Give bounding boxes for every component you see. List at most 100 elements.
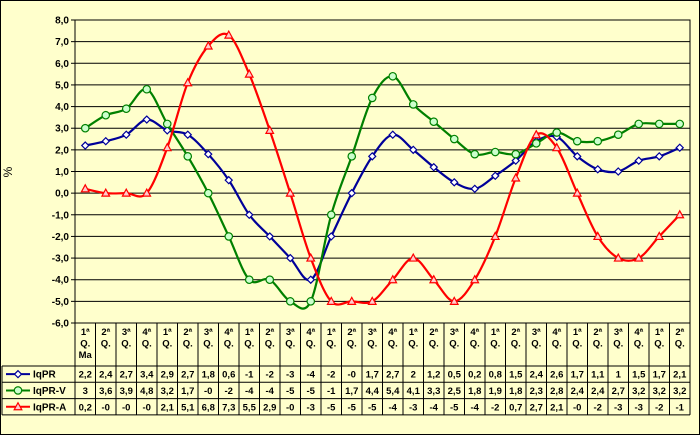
category-label: Q. xyxy=(265,339,275,350)
table-cell-value: 1,1 xyxy=(591,370,605,381)
table-cell-value: -4 xyxy=(266,386,275,397)
y-tick-label: 8,0 xyxy=(55,16,69,27)
data-point-iqpr-v xyxy=(80,123,90,133)
category-label: Q. xyxy=(470,339,480,350)
category-label: 1ª xyxy=(163,327,172,338)
data-point-iqpr-a xyxy=(162,142,173,152)
category-label: 4ª xyxy=(142,327,151,338)
legend-marker-iqpr-a xyxy=(13,401,23,411)
category-label: 2ª xyxy=(265,327,274,338)
table-cell-value: 2,7 xyxy=(612,386,625,397)
category-label: 3ª xyxy=(286,327,295,338)
category-label: Q. xyxy=(408,339,418,350)
table-cell-value: -4 xyxy=(471,402,480,413)
category-label: 1ª xyxy=(409,327,418,338)
category-label: Q. xyxy=(347,339,357,350)
category-label: 4ª xyxy=(388,327,397,338)
table-cell-value: -2 xyxy=(225,386,233,397)
data-point-iqpr-a xyxy=(367,296,378,305)
category-label: 4ª xyxy=(634,327,643,338)
table-cell-value: 1,5 xyxy=(509,370,523,381)
data-point-iqpr xyxy=(285,253,295,263)
table-cell-value: 2,4 xyxy=(530,370,544,381)
table-cell-value: -3 xyxy=(307,402,315,413)
data-point-iqpr-v xyxy=(511,149,521,159)
y-tick-label: 5,0 xyxy=(55,80,69,91)
data-point-iqpr-a xyxy=(141,187,152,197)
table-cell-value: -5 xyxy=(450,402,459,413)
y-tick-label: 2,0 xyxy=(55,145,69,156)
table-cell-value: 2,4 xyxy=(571,386,585,397)
category-label: 1ª xyxy=(573,327,582,338)
table-cell-value: 1,7 xyxy=(181,386,194,397)
table-cell-value: 2,7 xyxy=(181,370,194,381)
data-point-iqpr xyxy=(593,164,603,174)
data-point-iqpr-a xyxy=(674,209,685,219)
y-axis-label: % xyxy=(1,166,15,177)
table-cell-value: 1,7 xyxy=(345,386,358,397)
table-cell-value: 3,3 xyxy=(427,386,440,397)
category-label: 4ª xyxy=(470,327,479,338)
data-point-iqpr-a xyxy=(510,172,521,182)
table-cell-value: 0,5 xyxy=(448,370,462,381)
category-label: Ma xyxy=(79,350,93,361)
table-cell-value: 3 xyxy=(83,386,88,397)
data-point-iqpr xyxy=(654,152,664,161)
data-point-iqpr-a xyxy=(346,296,357,305)
y-axis-ticks: 8,0 7,0 6,0 5,0 4,0 3,0 2,0 1,0 0,0 -1,0 -2,0 -3,0 -… xyxy=(52,16,70,330)
category-label: Q. xyxy=(80,339,90,350)
table-cell-value: 1,7 xyxy=(366,370,379,381)
category-label: Q. xyxy=(101,339,111,350)
data-point-iqpr-a xyxy=(203,40,214,50)
data-point-iqpr xyxy=(265,232,275,241)
table-cell-value: 2,2 xyxy=(79,370,92,381)
data-point-iqpr xyxy=(675,143,685,153)
table-cell-value: 0,7 xyxy=(509,402,522,413)
data-point-iqpr xyxy=(429,162,439,172)
table-cell-value: 5,4 xyxy=(386,386,400,397)
table-cell-value: 1,7 xyxy=(653,370,666,381)
category-label: Q. xyxy=(613,339,623,350)
series-name-iqpr-v: IqPR-V xyxy=(33,386,66,397)
table-cell-value: 3,6 xyxy=(99,386,112,397)
table-cell-value: -1 xyxy=(245,370,254,381)
category-label: 2ª xyxy=(429,327,438,338)
table-cell-value: -4 xyxy=(430,402,439,413)
data-point-iqpr-v xyxy=(552,128,562,137)
category-label: Q. xyxy=(244,339,254,350)
data-point-iqpr-v xyxy=(367,93,377,103)
table-cell-value: 5,5 xyxy=(243,402,257,413)
data-point-iqpr-v xyxy=(675,119,685,129)
category-label: Q. xyxy=(183,339,193,350)
table-cell-value: -0 xyxy=(286,402,294,413)
data-point-iqpr-v xyxy=(613,130,623,140)
series-name-iqpr: IqPR xyxy=(33,370,57,381)
table-cell-value: 1,8 xyxy=(468,386,481,397)
data-point-iqpr-a xyxy=(551,142,562,152)
data-point-iqpr-a xyxy=(633,252,644,262)
table-cell-value: -3 xyxy=(635,402,643,413)
data-point-iqpr xyxy=(347,188,357,198)
series-line-iqpr-a xyxy=(85,32,681,306)
table-cell-value: -3 xyxy=(614,402,622,413)
category-label: Q. xyxy=(285,339,295,350)
table-cell-value: -3 xyxy=(286,370,294,381)
category-label: 1ª xyxy=(655,327,664,338)
table-cell-value: 1,9 xyxy=(489,386,502,397)
data-point-iqpr-a xyxy=(387,274,398,284)
data-point-iqpr xyxy=(634,156,644,166)
y-tick-label: 4,0 xyxy=(55,102,69,113)
data-point-iqpr-a xyxy=(469,274,480,284)
data-point-iqpr-v xyxy=(203,188,213,198)
data-point-iqpr-a xyxy=(285,187,296,197)
table-cell-value: 1,2 xyxy=(427,370,440,381)
data-point-iqpr-a xyxy=(428,274,439,284)
category-label: Q. xyxy=(162,339,172,350)
table-cell-value: 2,6 xyxy=(550,370,563,381)
data-point-iqpr xyxy=(490,171,500,181)
table-cell-value: 6,8 xyxy=(202,402,215,413)
table-cell-value: 1,7 xyxy=(571,370,584,381)
data-point-iqpr-a xyxy=(654,231,665,241)
data-point-iqpr-a xyxy=(121,187,132,197)
data-point-iqpr-v xyxy=(285,297,295,306)
